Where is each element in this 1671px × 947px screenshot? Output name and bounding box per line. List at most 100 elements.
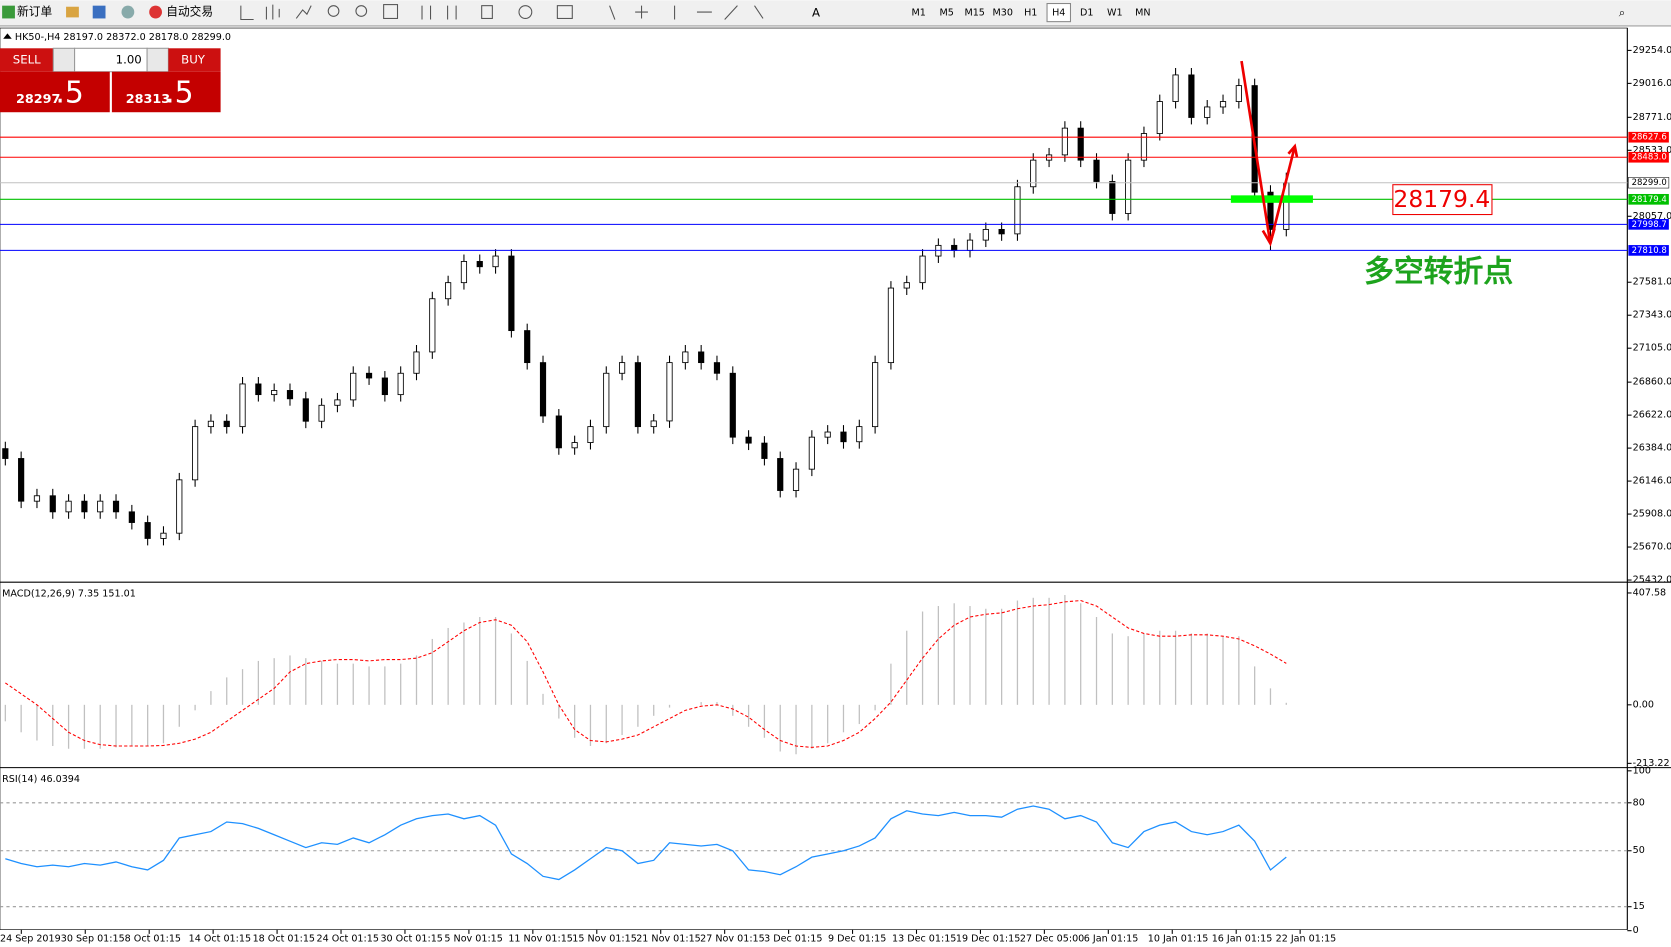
candle-body	[1077, 127, 1084, 161]
x-tick-label: 24 Sep 2019	[0, 934, 61, 945]
candle-body	[1125, 159, 1132, 214]
sell-label[interactable]: SELL	[13, 53, 41, 67]
candle-body	[903, 282, 910, 289]
rsi-title: RSI(14) 46.0394	[2, 774, 80, 785]
y-tick-label: 26622.0	[1633, 410, 1671, 421]
candle-body	[365, 372, 373, 379]
buy-button[interactable]	[168, 48, 221, 72]
auto-trading-icon[interactable]	[149, 5, 162, 19]
candle-body	[413, 351, 420, 374]
timeframe-button[interactable]: M1	[911, 8, 925, 19]
x-tick-label: 13 Dec 01:15	[892, 934, 956, 945]
price-level-tag	[1628, 193, 1669, 205]
y-tick-label: 50	[1633, 845, 1645, 856]
y-tick-label: 80	[1633, 797, 1645, 808]
candle-body	[1235, 85, 1242, 102]
text-tool[interactable]: A	[812, 6, 820, 20]
lots-down[interactable]	[52, 47, 76, 73]
x-tick-label: 3 Dec 01:15	[764, 934, 822, 945]
price-level-label: 28299.0	[1632, 178, 1667, 188]
candle-body	[1109, 181, 1116, 214]
timeframe-button[interactable]: M15	[964, 8, 984, 19]
timeframe-button[interactable]: H4	[1052, 8, 1065, 19]
price-level-label: 27998.7	[1632, 220, 1667, 230]
sell-price-box[interactable]	[0, 71, 110, 113]
x-tick-label: 27 Nov 01:15	[700, 934, 765, 945]
candle-body	[682, 351, 689, 364]
candle-body	[192, 426, 199, 481]
buy-price-fraction[interactable]: .5	[165, 76, 193, 111]
candle-body	[350, 372, 357, 401]
candle-body	[1156, 101, 1163, 134]
lots-value[interactable]: 1.00	[116, 53, 142, 67]
search-icon[interactable]: ⌕	[1619, 6, 1626, 20]
candle-body	[856, 426, 863, 443]
x-tick-label: 30 Oct 01:15	[380, 934, 442, 945]
candle-body	[698, 351, 705, 364]
candle-body	[239, 383, 246, 428]
sell-price-fraction[interactable]: .5	[55, 76, 83, 111]
candle-body	[1061, 127, 1068, 156]
candle-body	[207, 420, 215, 428]
candle-body	[634, 362, 641, 428]
y-tick-label: 0	[1633, 925, 1639, 936]
candle-body	[1172, 74, 1179, 102]
candle-body	[808, 436, 815, 470]
annotation-label: 多空转折点	[1364, 255, 1513, 290]
new-order-icon[interactable]	[2, 5, 15, 19]
candle-body	[1014, 186, 1021, 235]
buy-label[interactable]: BUY	[181, 53, 206, 67]
buy-price-box[interactable]	[111, 71, 221, 113]
x-tick-label: 24 Oct 01:15	[317, 934, 379, 945]
x-tick-label: 18 Oct 01:15	[253, 934, 315, 945]
toolbar-icon[interactable]	[121, 5, 135, 19]
buy-price[interactable]: 28313	[126, 92, 170, 107]
x-tick-label: 9 Dec 01:15	[828, 934, 886, 945]
y-tick-label: 25670.0	[1633, 542, 1671, 553]
new-order-button[interactable]: 新订单	[17, 5, 52, 19]
price-level-tag	[1628, 219, 1669, 230]
candle-body	[1093, 159, 1100, 182]
auto-trading-button[interactable]: 自动交易	[166, 5, 213, 19]
timeframe-button[interactable]: H1	[1024, 8, 1037, 19]
timeframe-button[interactable]: D1	[1080, 8, 1093, 19]
lots-up[interactable]	[146, 47, 169, 73]
candle-body	[65, 500, 72, 513]
y-tick-label: 28057.0	[1633, 211, 1671, 222]
macd-title: MACD(12,26,9) 7.35 151.01	[2, 588, 136, 599]
y-tick-label: 26860.0	[1633, 377, 1671, 388]
timeframe-button[interactable]: MN	[1135, 8, 1150, 19]
sell-price[interactable]: 28297	[16, 92, 60, 107]
candle-body	[998, 229, 1005, 235]
candle-body	[318, 404, 325, 422]
price-level-label: 28483.0	[1632, 153, 1667, 163]
candle-body	[840, 431, 847, 443]
chart-area	[0, 27, 1628, 930]
y-tick-label: 25432.0	[1633, 575, 1671, 586]
timeframe-button[interactable]: M5	[939, 8, 953, 19]
candle-body	[1204, 106, 1211, 118]
timeframe-button[interactable]: W1	[1107, 8, 1123, 19]
toolbar-icon[interactable]	[92, 5, 106, 19]
timeframe-button[interactable]: M30	[992, 8, 1012, 19]
annotation-price: 28179.4	[1393, 185, 1490, 213]
candle-body	[460, 261, 468, 284]
candle-body	[445, 282, 452, 300]
candle-body	[1219, 101, 1227, 108]
candle-body	[286, 390, 294, 400]
candle-body	[397, 372, 404, 396]
candle-body	[33, 495, 41, 502]
candle-body	[476, 261, 483, 268]
candle-body	[603, 372, 610, 428]
y-tick-label: 29254.0	[1633, 45, 1671, 56]
x-tick-label: 22 Jan 01:15	[1276, 934, 1337, 945]
y-tick-label: 29016.0	[1633, 78, 1671, 89]
candle-body	[571, 442, 578, 449]
candle-body	[160, 532, 167, 539]
toolbar-tools[interactable]	[240, 4, 764, 21]
x-tick-label: 30 Sep 01:15	[61, 934, 125, 945]
sell-button[interactable]	[0, 48, 54, 72]
toolbar-icon[interactable]	[66, 6, 79, 18]
candle-body	[872, 362, 879, 428]
candle-body	[951, 244, 958, 251]
